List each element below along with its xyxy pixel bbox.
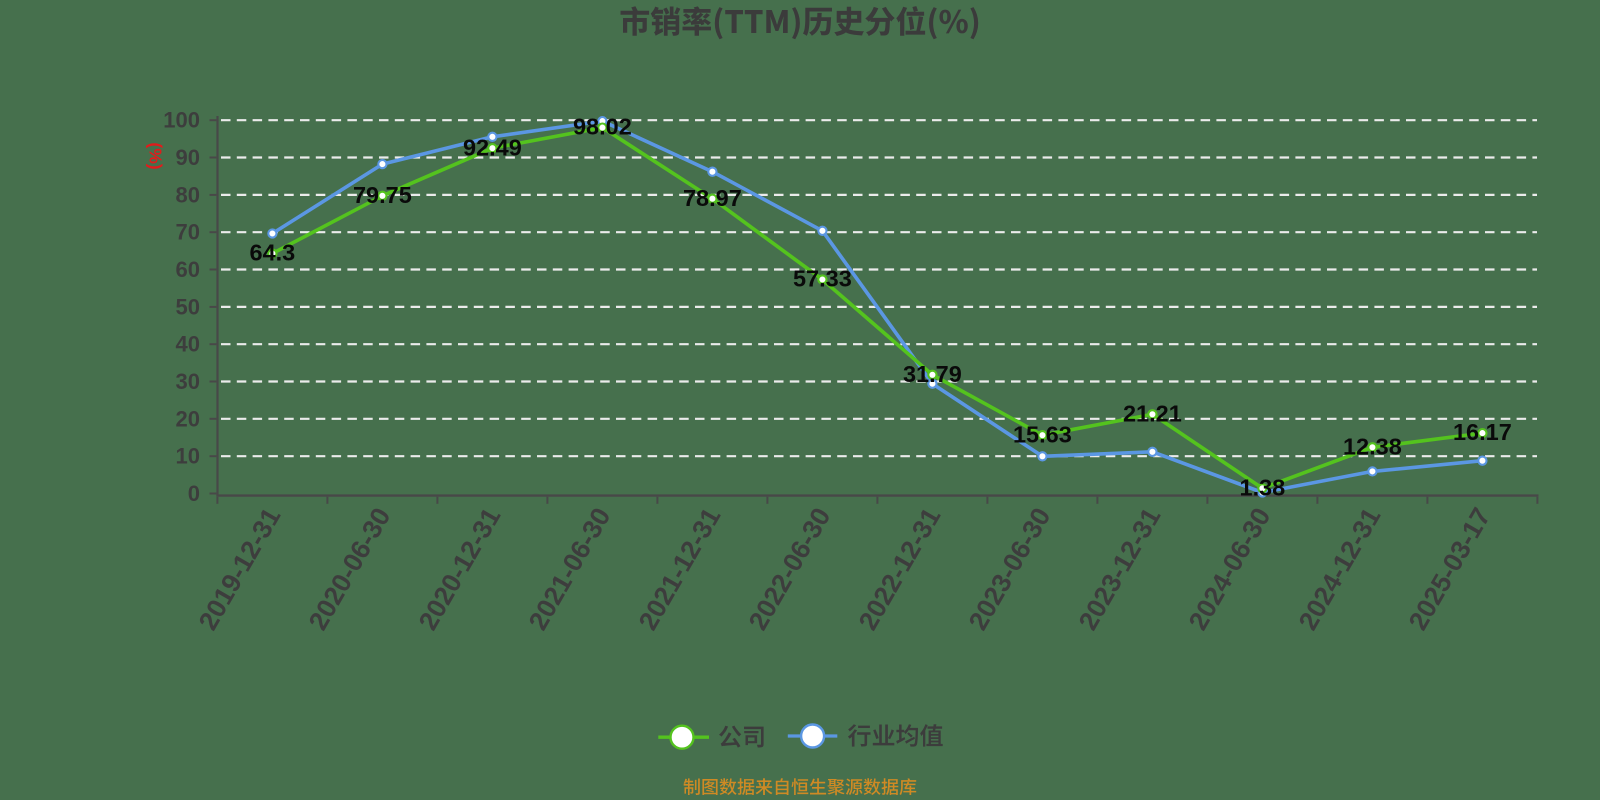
svg-text:12.38: 12.38: [1343, 433, 1402, 459]
svg-text:60: 60: [176, 257, 200, 282]
svg-text:78.97: 78.97: [683, 185, 742, 211]
svg-text:64.3: 64.3: [250, 240, 296, 266]
svg-text:57.33: 57.33: [793, 266, 852, 292]
svg-text:1.38: 1.38: [1240, 474, 1286, 500]
svg-text:10: 10: [176, 444, 200, 469]
svg-text:79.75: 79.75: [353, 182, 412, 208]
svg-text:(%): (%): [146, 142, 166, 169]
svg-text:100: 100: [163, 108, 200, 133]
svg-text:70: 70: [176, 220, 200, 245]
svg-text:21.21: 21.21: [1123, 400, 1182, 426]
svg-text:30: 30: [176, 369, 200, 394]
svg-text:40: 40: [176, 332, 200, 357]
svg-text:90: 90: [176, 145, 200, 170]
svg-text:92.49: 92.49: [463, 134, 522, 160]
svg-text:15.63: 15.63: [1013, 421, 1072, 447]
svg-text:0: 0: [188, 481, 200, 506]
svg-text:80: 80: [176, 182, 200, 207]
svg-text:50: 50: [176, 294, 200, 319]
svg-text:31.79: 31.79: [903, 361, 962, 387]
svg-text:20: 20: [176, 406, 200, 431]
svg-text:98.02: 98.02: [573, 114, 632, 140]
svg-text:16.17: 16.17: [1453, 419, 1512, 445]
